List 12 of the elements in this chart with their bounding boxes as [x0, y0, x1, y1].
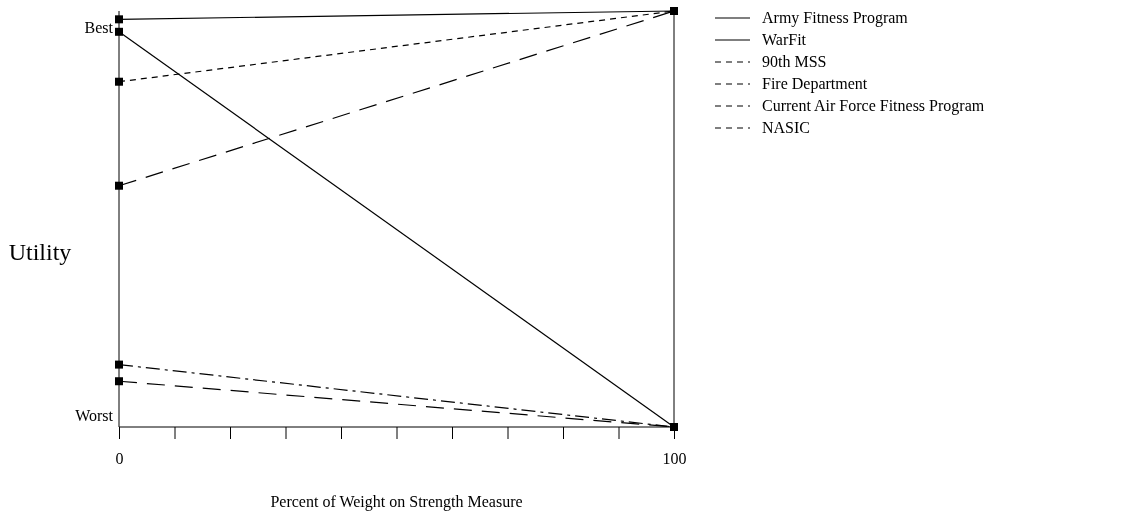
x-tick-label: 100	[662, 450, 687, 468]
legend-label: NASIC	[762, 119, 811, 136]
legend-label: Army Fitness Program	[762, 9, 909, 27]
text: Worst	[75, 407, 114, 424]
text: Best	[84, 19, 114, 36]
y-axis-title: Utility	[8, 239, 72, 265]
legend-label: WarFit	[762, 31, 807, 48]
x-axis-title: Percent of Weight on Strength Measure	[270, 493, 523, 511]
legend-label: Current Air Force Fitness Program	[762, 97, 985, 115]
x-tick-label: 0	[115, 450, 124, 468]
legend-label: Fire Department	[762, 75, 868, 93]
legend-label: 90th MSS	[762, 53, 827, 70]
